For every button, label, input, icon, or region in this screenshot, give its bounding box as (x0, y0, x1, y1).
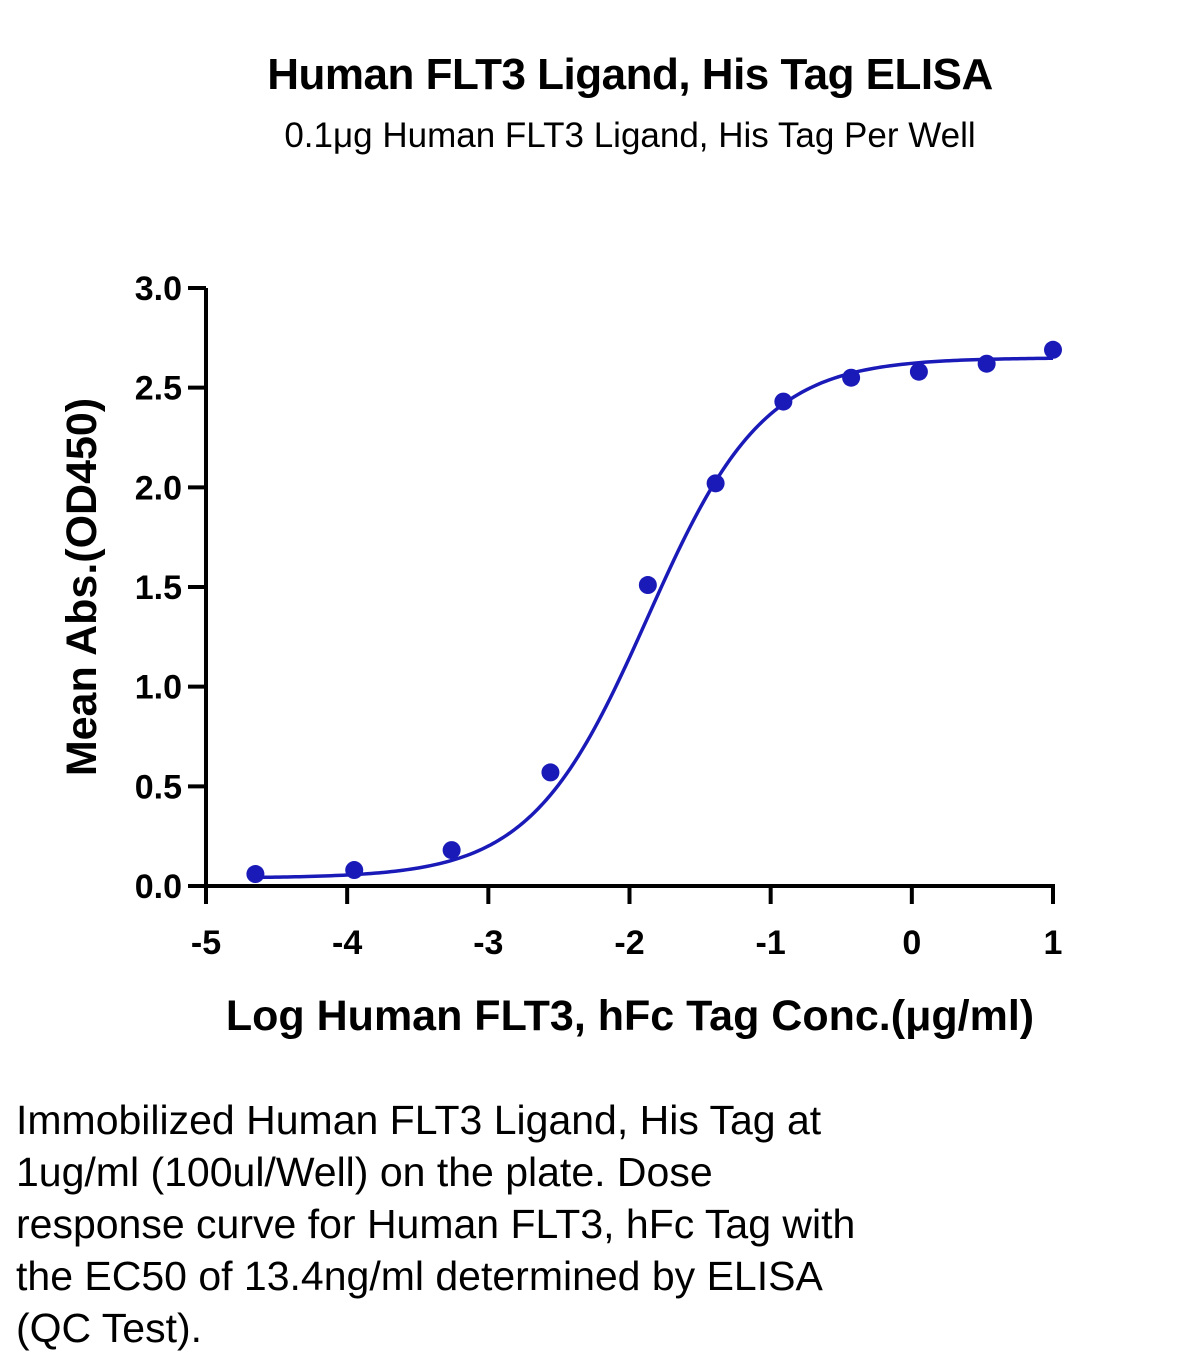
x-tick-label: -3 (473, 924, 503, 962)
x-tick-label: -1 (756, 924, 786, 962)
data-point (706, 474, 725, 493)
caption-line: the EC50 of 13.4ng/ml determined by ELIS… (16, 1253, 823, 1299)
caption-line: 1ug/ml (100ul/Well) on the plate. Dose (16, 1149, 713, 1195)
x-tick-label: 0 (902, 924, 921, 962)
data-point (1044, 340, 1062, 359)
figure-caption: Immobilized Human FLT3 Ligand, His Tag a… (16, 1094, 1016, 1354)
fit-curve (255, 356, 1054, 880)
y-tick-label: 3.0 (135, 270, 182, 308)
data-points (246, 340, 1062, 884)
data-point (246, 865, 265, 884)
data-point (541, 763, 560, 782)
data-point (842, 368, 861, 387)
elisa-chart: 0.0 0.5 1.0 1.5 2.0 2.5 3.0 -5 -4 -3 -2 -1 0 1 Log Hu… (58, 270, 1063, 1040)
data-point (442, 841, 461, 860)
y-tick-label: 0.5 (135, 768, 182, 806)
y-tick-label: 2.5 (135, 370, 182, 408)
data-point (977, 354, 996, 373)
caption-line: Immobilized Human FLT3 Ligand, His Tag a… (16, 1097, 822, 1143)
caption-line: (QC Test). (16, 1305, 203, 1351)
data-point (638, 576, 657, 595)
data-point (774, 392, 793, 411)
y-tick-label: 2.0 (135, 469, 182, 507)
axes: 0.0 0.5 1.0 1.5 2.0 2.5 3.0 -5 -4 -3 -2 -1 0 1 (135, 270, 1063, 962)
data-point (909, 362, 928, 381)
x-tick-label: 1 (1044, 924, 1063, 962)
x-tick-label: -5 (191, 924, 221, 962)
y-tick-label: 1.0 (135, 669, 182, 707)
x-tick-label: -4 (332, 924, 362, 962)
x-axis-label: Log Human FLT3, hFc Tag Conc.(μg/ml) (226, 992, 1034, 1040)
y-tick-label: 0.0 (135, 868, 182, 906)
x-tick-label: -2 (614, 924, 644, 962)
y-axis-label: Mean Abs.(OD450) (58, 398, 106, 776)
chart-title: Human FLT3 Ligand, His Tag ELISA (267, 50, 993, 99)
caption-line: response curve for Human FLT3, hFc Tag w… (16, 1201, 856, 1247)
data-point (345, 861, 364, 880)
chart-subtitle: 0.1μg Human FLT3 Ligand, His Tag Per Wel… (284, 116, 976, 155)
y-tick-label: 1.5 (135, 569, 182, 607)
